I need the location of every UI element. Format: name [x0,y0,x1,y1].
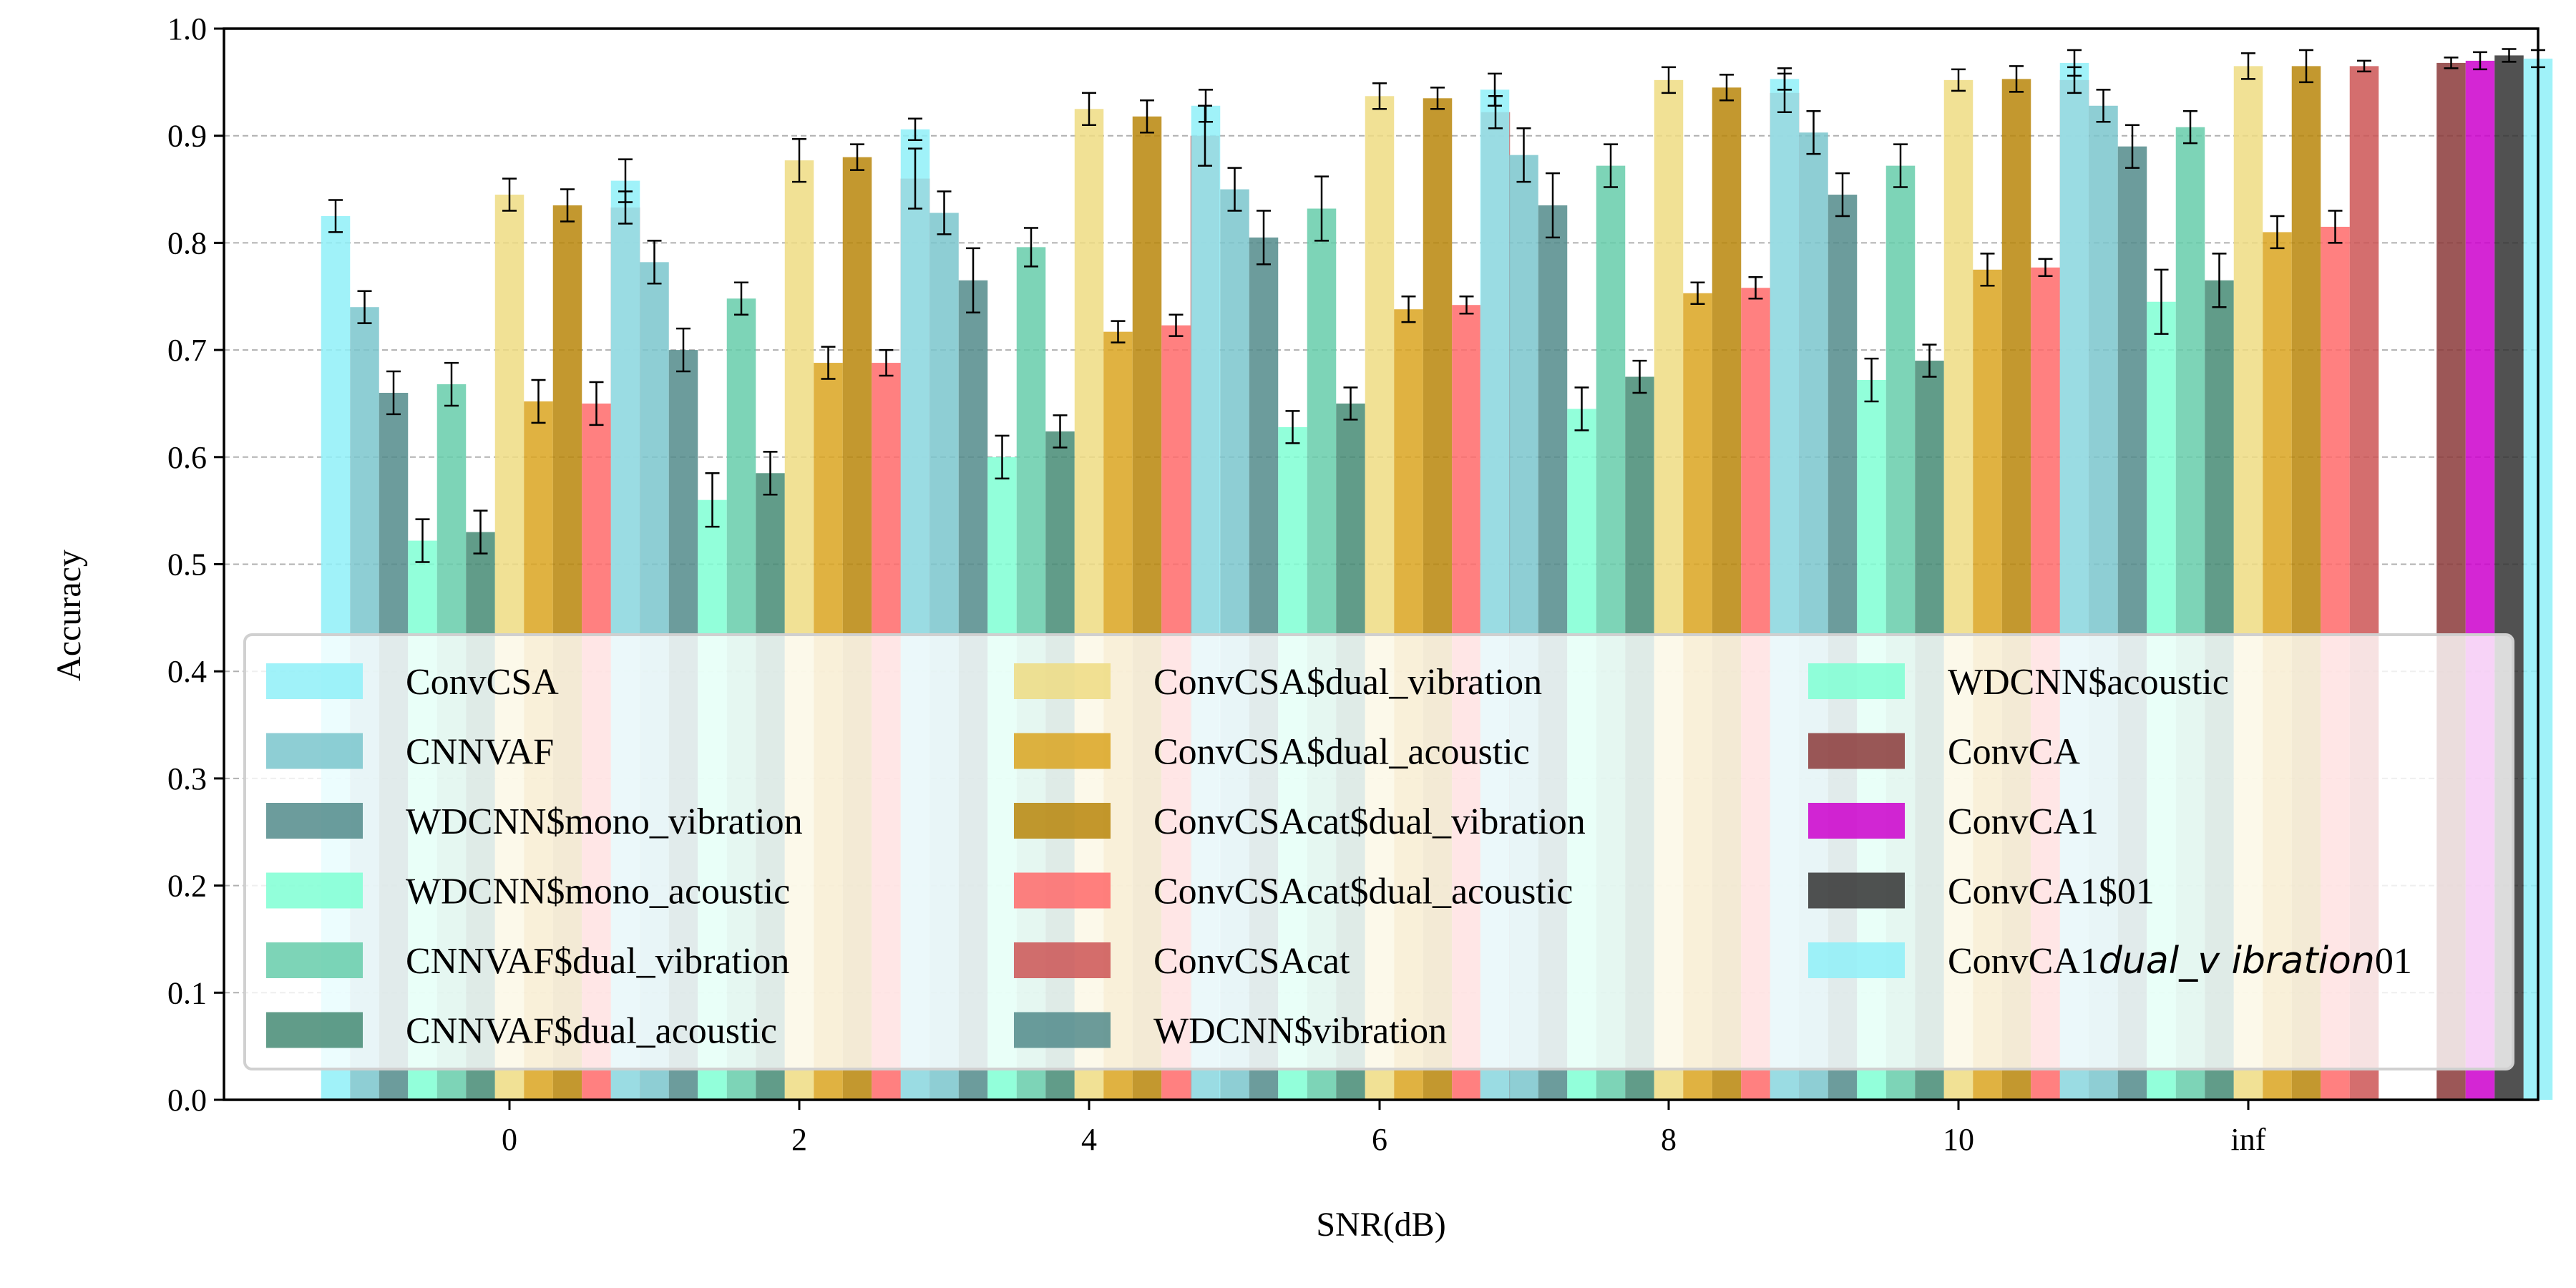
legend-entry-label: ConvCA1 [1948,801,2099,842]
y-axis-title: Accuracy [50,550,88,681]
legend-swatch [1014,803,1111,839]
error-bars [328,48,2545,563]
legend-entry-label: ConvCA [1948,732,2080,773]
y-tick-label: 0.9 [167,119,207,154]
legend-label: WDCNN$mono_vibration [406,801,803,842]
legend-swatch [1808,872,1905,909]
x-tick-label: 6 [1372,1122,1387,1157]
x-tick-label: 10 [1943,1122,1974,1157]
legend-entry-label: ConvCSA$dual_vibration [1153,662,1542,703]
y-tick-label: 0.5 [167,547,207,582]
legend-box [243,633,2514,1070]
legend-swatch [1808,663,1905,699]
legend-label: ConvCSA$dual_acoustic [1153,732,1530,773]
axes: 0.0 0.1 0.2 0.3 0.4 0.5 0.6 0.7 0.8 0.9 1.0 0 2 4 6 8 10… [167,11,2540,1157]
legend-entry-label: CNNVAF$dual_vibration [406,941,789,982]
legend: ConvCSA CNNVAF WDCNN$mono_vibration WDCNN$m… [243,633,2514,1070]
legend-label: ConvCSAcat [1153,941,1350,982]
legend-entry-label: WDCNN$mono_vibration [406,801,803,842]
legend-swatch [1808,942,1905,978]
y-tick-label: 1.0 [167,11,207,47]
y-tick-label: 0.7 [167,333,207,368]
legend-label: ConvCSA [406,662,559,703]
plot-frame [223,27,2540,1101]
legend-swatch [266,872,363,909]
y-tick-label: 0.1 [167,975,207,1010]
legend-swatch [1808,733,1905,769]
y-tick-label: 0.6 [167,440,207,475]
legend-entry-label: WDCNN$mono_acoustic [406,872,790,912]
x-axis-title: SNR(dB) [1316,1206,1445,1244]
legend-entry-label: ConvCSAcat$dual_vibration [1153,801,1586,842]
legend-label: ConvCSAcat$dual_acoustic [1153,872,1573,912]
legend-swatch [1808,803,1905,839]
legend-label: WDCNN$acoustic [1948,662,2229,703]
legend-entry-label: ConvCSA [406,662,559,703]
x-tick-label: 2 [791,1122,807,1157]
legend-entry-label: ConvCA1$01 [1948,872,2155,912]
legend-swatch [266,733,363,769]
legend-swatch [1014,1012,1111,1048]
legend-label: CNNVAF$dual_acoustic [406,1011,777,1052]
x-tick-label: 0 [502,1122,517,1157]
legend-swatch [1014,663,1111,699]
legend-label: WDCNN$vibration [1153,1011,1447,1052]
legend-swatch [266,803,363,839]
x-tick-label: inf [2231,1122,2266,1157]
legend-label: ConvCSAcat$dual_vibration [1153,801,1586,842]
x-tick-label: 8 [1661,1122,1677,1157]
legend-label: ConvCA1 [1948,801,2099,842]
legend-label: ConvCSA$dual_vibration [1153,662,1542,703]
legend-swatch [266,663,363,699]
y-tick-label: 0.2 [167,869,207,904]
legend-swatch [1014,942,1111,978]
legend-entry-label: ConvCSA$dual_acoustic [1153,732,1530,773]
y-tick-label: 0.0 [167,1083,207,1118]
legend-entry-label: CNNVAF [406,732,554,773]
legend-label: CNNVAF [406,732,554,773]
legend-swatch [266,1012,363,1048]
legend-swatch [1014,872,1111,909]
y-tick-label: 0.4 [167,654,207,689]
legend-label: CNNVAF$dual_vibration [406,941,789,982]
legend-label-suffix: 01 [2375,941,2412,982]
legend-label: WDCNN$mono_acoustic [406,872,790,912]
legend-entry-label: ConvCA1dual_v ibration01 [1948,940,2412,982]
x-tick-label: 4 [1081,1122,1097,1157]
legend-entry-label: CNNVAF$dual_acoustic [406,1011,777,1052]
y-tick-label: 0.8 [167,225,207,260]
legend-entry-label: WDCNN$acoustic [1948,662,2229,703]
legend-entry-label: ConvCSAcat$dual_acoustic [1153,872,1573,912]
legend-label: ConvCA1 [1948,941,2099,982]
legend-swatch [1014,733,1111,769]
legend-label: ConvCA [1948,732,2080,773]
legend-entry-label: ConvCSAcat [1153,941,1350,982]
y-tick-label: 0.3 [167,761,207,796]
legend-label: ConvCA1$01 [1948,872,2155,912]
legend-entry-label: WDCNN$vibration [1153,1011,1447,1052]
legend-swatch [266,942,363,978]
legend-math-label: dual_v ibration [2099,940,2375,982]
